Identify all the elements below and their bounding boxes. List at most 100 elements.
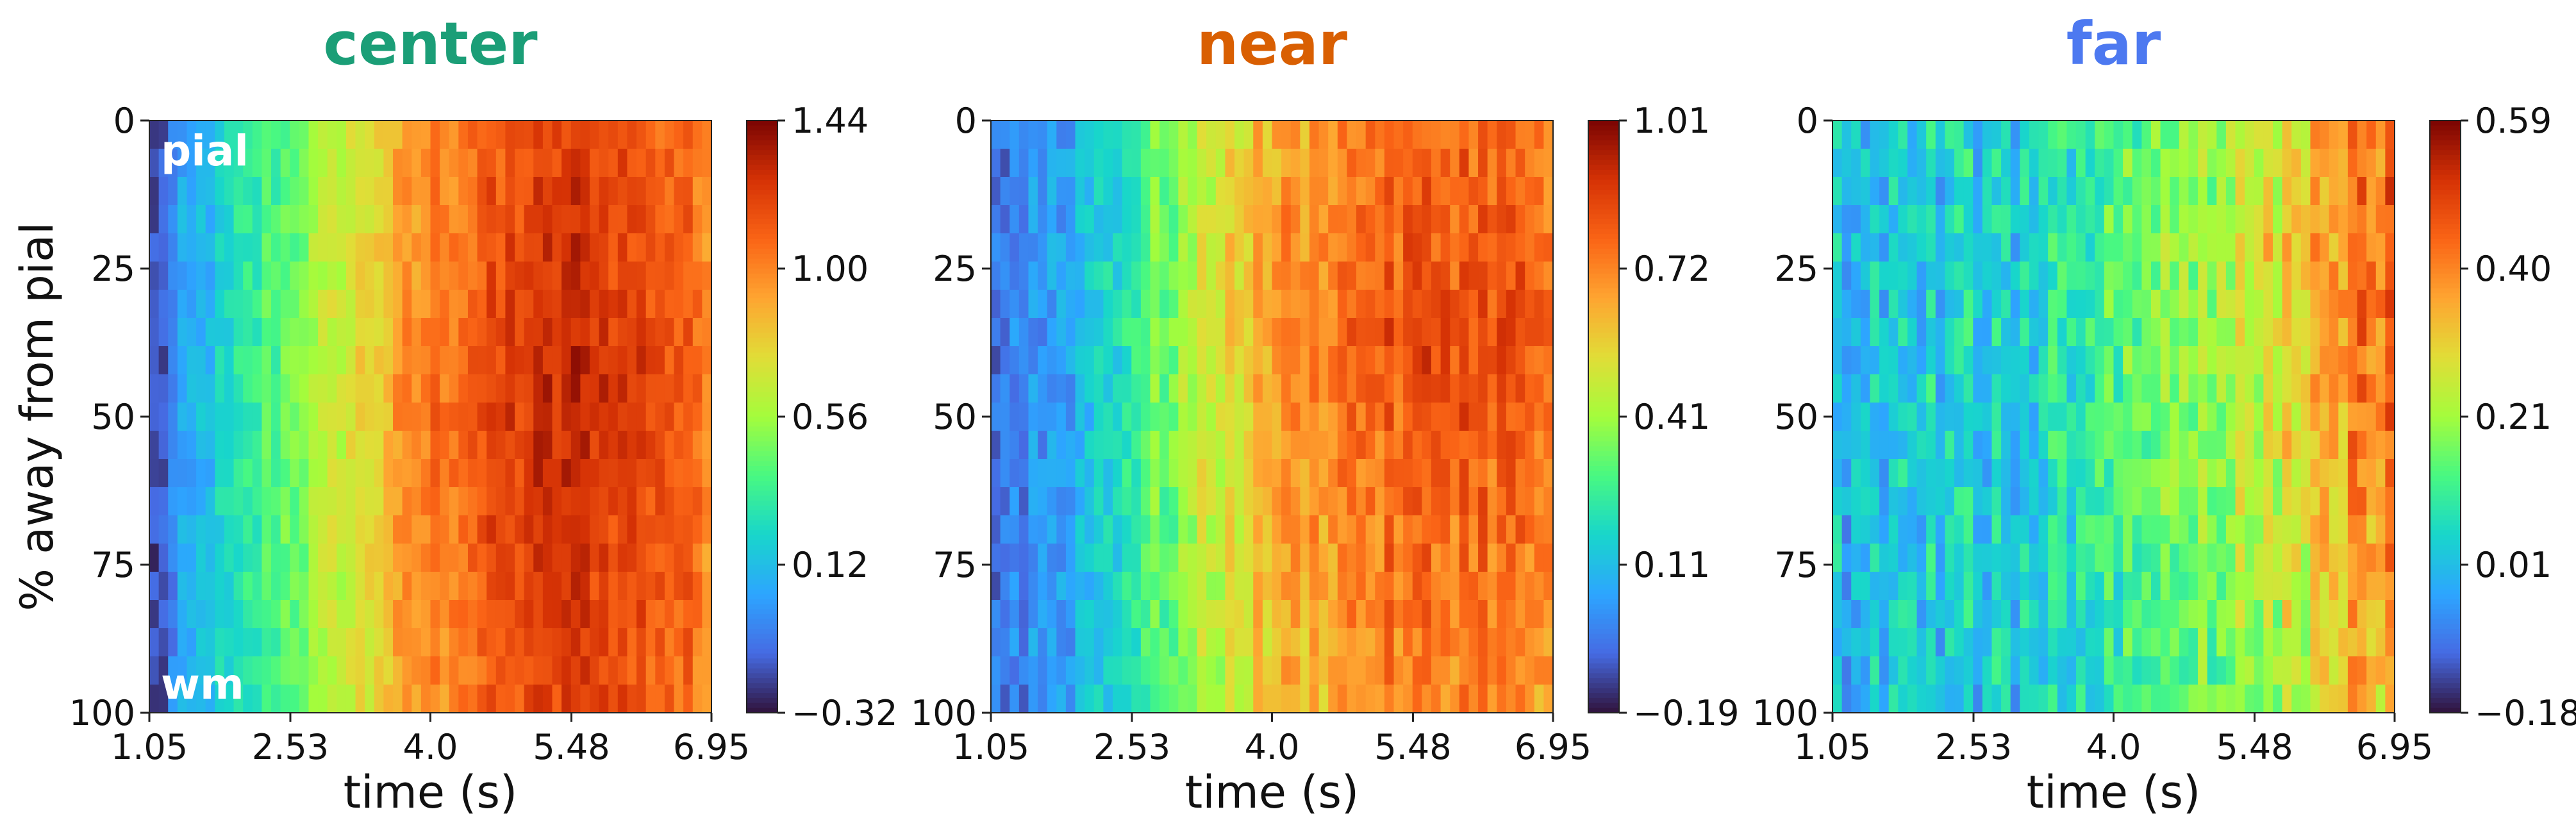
heatmap-cell [664,177,675,206]
heatmap-cell [1543,318,1554,347]
heatmap-cell [2001,572,2011,601]
colorbar-segment [747,678,777,684]
heatmap-cell [2338,656,2348,685]
heatmap-cell [187,149,197,178]
heatmap-cell [262,656,272,685]
heatmap-cell [262,262,272,290]
heatmap-cell [1131,600,1142,629]
heatmap-cell [1328,487,1338,516]
heatmap-cell [1281,346,1292,375]
x-tick-label: 6.95 [673,727,750,767]
heatmap-cell [2001,487,2011,516]
heatmap-cell [1916,600,1927,629]
heatmap-cell [318,233,328,262]
heatmap-cell [2263,374,2273,403]
heatmap-cell [1841,149,1852,178]
heatmap-cell [2291,346,2302,375]
heatmap-cell [1038,403,1048,431]
colorbar-segment [2430,258,2461,264]
heatmap-cell [1534,177,1544,206]
colorbar-segment [2430,668,2461,674]
heatmap-cell [374,431,385,460]
heatmap-cell [2048,233,2058,262]
heatmap-cell [1954,262,1965,290]
heatmap-cell [243,121,253,149]
heatmap-cell [2085,346,2095,375]
heatmap-cell [2300,656,2311,685]
heatmap-cell [2207,262,2217,290]
heatmap-cell [2310,459,2320,488]
heatmap-cell [1140,403,1151,431]
heatmap-cell [449,459,459,488]
heatmap-cell [542,572,553,601]
heatmap-cell [2254,656,2264,685]
heatmap-cell [337,346,347,375]
heatmap-cell [1038,572,1048,601]
heatmap-cell [1870,628,1880,657]
heatmap-cell [1010,685,1020,713]
heatmap-cell [420,403,431,431]
heatmap-cell [308,290,319,319]
heatmap-cell [1926,459,1936,488]
heatmap-cell [1150,262,1160,290]
heatmap-cell [674,572,684,601]
heatmap-cell [1318,290,1329,319]
heatmap-cell [1347,572,1357,601]
heatmap-cell [1140,121,1151,149]
heatmap-cell [2076,459,2086,488]
heatmap-cell [2066,515,2077,544]
heatmap-cell [1065,515,1076,544]
colorbar-segment [1588,342,1619,348]
heatmap-cell [2198,487,2208,516]
heatmap-cell [2216,487,2227,516]
heatmap-cell [1300,121,1310,149]
heatmap-cell [1860,318,1871,347]
heatmap-cell [552,290,562,319]
heatmap-cell [2132,459,2142,488]
heatmap-cell [355,572,365,601]
heatmap-cell [655,290,665,319]
heatmap-cell [1178,233,1188,262]
heatmap-cell [2375,374,2386,403]
heatmap-cell [2207,346,2217,375]
heatmap-cell [2357,318,2367,347]
colorbar-segment [747,560,777,565]
colorbar-segment [2430,545,2461,551]
colorbar-segment [1588,624,1619,629]
colorbar-segment [747,125,777,131]
heatmap-cell [243,205,253,234]
heatmap-cell [2320,656,2330,685]
heatmap-cell [1440,656,1450,685]
heatmap-cell [1393,121,1404,149]
heatmap-cell [2300,149,2311,178]
heatmap-cell [674,121,684,149]
heatmap-cell [1963,487,1974,516]
colorbar-segment [2430,470,2461,476]
heatmap-cell [1122,431,1132,460]
heatmap-cell [561,656,572,685]
heatmap-cell [2038,149,2048,178]
heatmap-cell [2057,318,2068,347]
heatmap-cell [2300,572,2311,601]
heatmap-cell [2375,262,2386,290]
colorbar-segment [2430,648,2461,654]
colorbar-segment [1588,214,1619,220]
heatmap-cell [627,177,637,206]
heatmap-cell [1860,177,1871,206]
heatmap-cell [1907,487,1918,516]
heatmap-cell [1084,600,1095,629]
colorbar-segment [747,446,777,452]
heatmap-cell [1047,600,1057,629]
heatmap-cell [495,121,506,149]
heatmap-cell [552,318,562,347]
heatmap-cell [2188,290,2198,319]
colorbar-segment [747,224,777,229]
heatmap-cell [1515,233,1525,262]
heatmap-cell [252,290,262,319]
heatmap-cell [1459,403,1470,431]
heatmap-cell [1515,121,1525,149]
heatmap-cell [1168,149,1179,178]
heatmap-cell [318,600,328,629]
heatmap-cell [2235,346,2245,375]
heatmap-cell [440,656,450,685]
